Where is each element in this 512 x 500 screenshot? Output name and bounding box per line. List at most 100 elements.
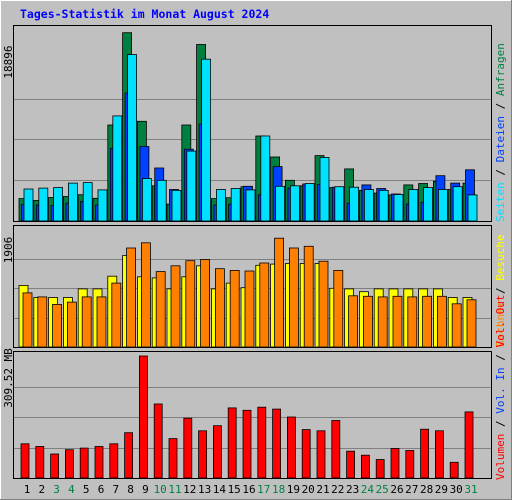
bar-seiten-day-10 [156, 179, 167, 222]
bar-seiten-day-21 [319, 157, 330, 222]
bar-rechner-day-5 [81, 296, 92, 348]
bar-volumen-day-26 [390, 448, 400, 479]
x-tick-label: 12 [183, 483, 196, 496]
bar-seiten-day-5 [82, 182, 93, 222]
bar-seiten-day-26 [393, 194, 404, 222]
bar-volumen-day-28 [420, 428, 430, 479]
bar-volumen-day-18 [272, 408, 282, 479]
legend-middle: Rechner / Besuche [494, 234, 507, 347]
x-tick-label: 27 [405, 483, 418, 496]
legend-vol-out: Vol. Out [494, 295, 507, 348]
bar-rechner-day-7 [111, 282, 122, 348]
x-tick-label: 16 [242, 483, 255, 496]
bar-seiten-day-6 [97, 189, 108, 222]
chart-title: Tages-Statistik im Monat August 2024 [20, 7, 269, 21]
legend-sep: / [494, 281, 507, 301]
bar-seiten-day-1 [23, 188, 34, 222]
bar-seiten-day-29 [437, 189, 448, 222]
legend-dateien: Dateien [494, 116, 507, 162]
bar-seiten-day-15 [230, 188, 241, 222]
x-tick-label: 15 [228, 483, 241, 496]
bar-seiten-day-14 [215, 189, 226, 222]
x-tick-label: 29 [435, 483, 448, 496]
bar-rechner-day-13 [200, 259, 211, 348]
x-tick-label: 10 [154, 483, 167, 496]
bar-seiten-day-22 [334, 186, 345, 222]
bar-rechner-day-23 [348, 295, 359, 348]
bar-volumen-day-14 [212, 425, 222, 479]
bar-seiten-day-2 [38, 187, 49, 222]
bar-seiten-day-20 [304, 183, 315, 222]
x-tick-label: 7 [112, 483, 119, 496]
bar-seiten-day-27 [408, 189, 419, 222]
bar-rechner-day-29 [436, 295, 447, 348]
bar-volumen-day-9 [138, 355, 148, 479]
bar-seiten-day-11 [171, 189, 182, 222]
bar-volumen-day-19 [286, 416, 296, 479]
bar-rechner-day-24 [362, 295, 373, 348]
x-tick-label: 13 [198, 483, 211, 496]
legend-anfragen: Anfragen [494, 43, 507, 96]
legend-sep: / [494, 162, 507, 182]
bar-volumen-day-22 [331, 420, 341, 479]
x-tick-label: 18 [272, 483, 285, 496]
bar-rechner-day-9 [140, 242, 151, 348]
x-tick-label: 26 [390, 483, 403, 496]
x-tick-label: 19 [287, 483, 300, 496]
bar-seiten-day-28 [423, 187, 434, 222]
bar-rechner-day-27 [407, 296, 418, 348]
bar-volumen-day-8 [124, 432, 133, 479]
bar-seiten-day-17 [260, 135, 271, 222]
x-tick-label: 31 [464, 483, 477, 496]
bar-volumen-day-17 [257, 406, 267, 479]
bar-seiten-day-4 [68, 182, 78, 222]
bar-volumen-day-25 [375, 459, 385, 479]
bar-volumen-day-20 [301, 429, 311, 479]
legend-vol-in: Vol. In [494, 367, 507, 413]
y-tick-top: 18896 [2, 45, 15, 78]
bar-volumen-day-29 [434, 430, 444, 479]
bar-seiten-day-31 [467, 194, 478, 222]
bar-volumen-day-3 [50, 453, 59, 479]
bar-seiten-day-9 [141, 178, 152, 222]
bar-seiten-day-23 [349, 186, 360, 222]
bar-volumen-day-11 [168, 438, 178, 479]
bar-volumen-day-31 [464, 411, 474, 479]
bar-rechner-day-18 [274, 237, 285, 348]
y-tick-middle: 1906 [2, 237, 15, 264]
bar-rechner-day-6 [96, 296, 107, 348]
bar-seiten-day-3 [53, 187, 63, 222]
bar-rechner-day-1 [22, 292, 33, 348]
bar-seiten-day-30 [452, 186, 463, 222]
bar-rechner-day-4 [67, 301, 77, 348]
bar-volumen-day-21 [316, 430, 326, 479]
legend-rechner: Rechner [494, 300, 507, 347]
x-tick-label: 28 [420, 483, 433, 496]
x-tick-label: 11 [168, 483, 181, 496]
bar-volumen-day-16 [242, 409, 252, 479]
x-tick-label: 4 [68, 483, 75, 496]
bar-volumen-day-1 [20, 443, 30, 479]
bar-rechner-day-28 [422, 295, 433, 348]
legend-besuche: Besuche [494, 234, 507, 280]
bars [18, 32, 478, 479]
bar-rechner-day-26 [392, 295, 403, 348]
bar-rechner-day-16 [244, 270, 255, 348]
bar-seiten-day-18 [275, 185, 286, 222]
bar-seiten-day-12 [186, 150, 197, 222]
x-tick-label: 22 [331, 483, 344, 496]
bar-rechner-day-15 [229, 269, 240, 348]
bar-seiten-day-24 [363, 189, 374, 222]
bar-rechner-day-20 [303, 245, 314, 348]
x-tick-label: 25 [376, 483, 389, 496]
bar-volumen-day-5 [79, 447, 89, 479]
bar-volumen-day-15 [227, 407, 237, 479]
legend-bottom-text: Volumen / Vol. In / Vol. Out [494, 295, 507, 480]
legend-middle-text: Rechner / Besuche [494, 234, 507, 347]
bar-rechner-day-3 [52, 303, 62, 348]
x-tick-label: 5 [83, 483, 90, 496]
bar-seiten-day-7 [112, 115, 123, 222]
x-tick-label: 17 [257, 483, 270, 496]
bar-volumen-day-12 [183, 417, 193, 479]
